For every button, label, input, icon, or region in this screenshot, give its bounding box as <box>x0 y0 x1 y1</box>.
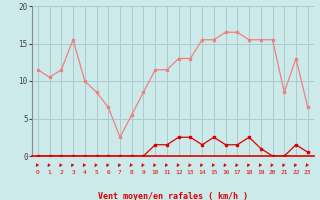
X-axis label: Vent moyen/en rafales ( km/h ): Vent moyen/en rafales ( km/h ) <box>98 192 248 200</box>
